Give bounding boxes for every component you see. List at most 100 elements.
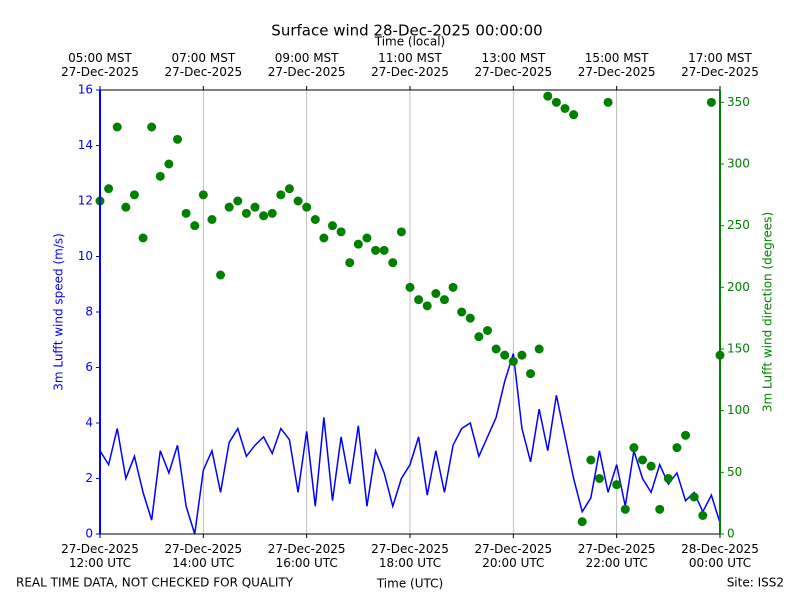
footer-left: REAL TIME DATA, NOT CHECKED FOR QUALITY <box>16 576 294 590</box>
direction-point <box>638 455 647 465</box>
direction-point <box>612 480 622 490</box>
direction-point <box>121 202 131 212</box>
y-tick-label: 14 <box>78 138 93 152</box>
x2-tick-label: 05:00 MST 27-Dec-2025 <box>61 51 139 79</box>
x2-tick-label: 15:00 MST 27-Dec-2025 <box>577 51 656 79</box>
direction-point <box>586 455 596 465</box>
y-axis-label: 3m Lufft wind speed (m/s) <box>52 233 66 391</box>
direction-point <box>457 307 467 317</box>
direction-point <box>319 233 329 243</box>
direction-point <box>465 313 475 323</box>
x-tick-label: 27-Dec-2025 12:00 UTC <box>61 542 139 570</box>
x2-tick-label: 09:00 MST 27-Dec-2025 <box>267 51 346 79</box>
direction-point <box>233 196 243 206</box>
y-tick-label: 4 <box>85 416 93 430</box>
direction-point <box>104 184 114 194</box>
x2-tick-label: 07:00 MST 27-Dec-2025 <box>164 51 243 79</box>
direction-point <box>224 202 234 212</box>
direction-point <box>543 91 553 101</box>
direction-point <box>155 171 165 181</box>
direction-point <box>198 190 208 200</box>
direction-point <box>250 202 260 212</box>
direction-point <box>302 202 312 212</box>
direction-point <box>491 344 501 354</box>
y2-tick-label: 250 <box>727 218 750 232</box>
direction-point <box>173 134 182 144</box>
direction-point <box>379 245 389 255</box>
direction-point <box>689 492 699 502</box>
direction-point <box>138 233 148 243</box>
x-tick-label: 27-Dec-2025 20:00 UTC <box>474 542 553 570</box>
direction-point <box>336 227 346 237</box>
direction-point <box>190 221 200 231</box>
x2-tick-label: 17:00 MST 27-Dec-2025 <box>681 51 759 79</box>
direction-point <box>439 295 449 305</box>
x-tick-label: 27-Dec-2025 14:00 UTC <box>164 542 243 570</box>
direction-point <box>577 517 587 527</box>
direction-point <box>569 110 579 120</box>
x-tick-label: 28-Dec-2025 00:00 UTC <box>681 542 759 570</box>
y2-tick-label: 300 <box>727 157 750 171</box>
direction-point <box>500 350 510 360</box>
direction-point <box>698 511 708 520</box>
direction-point <box>422 301 432 311</box>
direction-point <box>508 356 518 366</box>
direction-point <box>362 233 372 243</box>
direction-point <box>164 159 174 169</box>
direction-point <box>259 211 269 221</box>
direction-point <box>207 215 217 224</box>
x-tick-label: 27-Dec-2025 16:00 UTC <box>267 542 346 570</box>
direction-point <box>147 122 157 132</box>
direction-point <box>655 504 665 514</box>
direction-point <box>560 104 570 113</box>
direction-point <box>551 97 561 107</box>
direction-point <box>672 443 682 453</box>
x2-axis-label: Time (local) <box>374 35 446 49</box>
direction-point <box>414 295 424 305</box>
direction-point <box>129 190 139 200</box>
direction-point <box>534 344 544 354</box>
direction-point <box>620 504 630 514</box>
direction-point <box>517 350 527 360</box>
direction-point <box>216 270 226 280</box>
y-tick-label: 0 <box>85 527 93 541</box>
direction-point <box>603 97 613 107</box>
chart-title: Surface wind 28-Dec-2025 00:00:00 <box>271 22 542 40</box>
direction-point <box>681 430 691 440</box>
x2-tick-label: 11:00 MST 27-Dec-2025 <box>371 51 449 79</box>
direction-point <box>328 221 337 231</box>
direction-point <box>526 369 536 379</box>
x-axis-label: Time (UTC) <box>376 577 443 591</box>
direction-point <box>396 227 406 237</box>
direction-point <box>345 258 355 268</box>
direction-point <box>629 443 639 453</box>
footer-right: Site: ISS2 <box>727 576 784 590</box>
y2-axis-label: 3m Lufft wind direction (degrees) <box>761 212 775 412</box>
direction-point <box>483 326 492 335</box>
y-tick-label: 16 <box>78 83 93 97</box>
y2-tick-label: 150 <box>727 342 750 356</box>
y-tick-label: 6 <box>85 360 93 374</box>
direction-point <box>293 196 303 206</box>
direction-point <box>431 289 441 298</box>
direction-point <box>284 184 294 194</box>
y-tick-label: 2 <box>85 471 93 485</box>
direction-point <box>474 332 484 342</box>
x2-tick-label: 13:00 MST 27-Dec-2025 <box>474 51 553 79</box>
direction-point <box>663 474 673 483</box>
y-tick-label: 8 <box>85 305 93 319</box>
direction-point <box>388 258 398 268</box>
speed-line <box>99 353 721 535</box>
y2-tick-label: 50 <box>727 465 742 479</box>
direction-point <box>181 208 191 218</box>
y2-tick-label: 350 <box>727 95 750 109</box>
x-tick-label: 27-Dec-2025 18:00 UTC <box>371 542 449 570</box>
direction-point <box>594 474 604 483</box>
y-tick-label: 10 <box>78 249 93 263</box>
direction-point <box>706 97 716 107</box>
direction-point <box>448 282 458 292</box>
direction-point <box>353 239 363 249</box>
x-tick-label: 27-Dec-2025 22:00 UTC <box>577 542 656 570</box>
direction-point <box>646 461 656 471</box>
